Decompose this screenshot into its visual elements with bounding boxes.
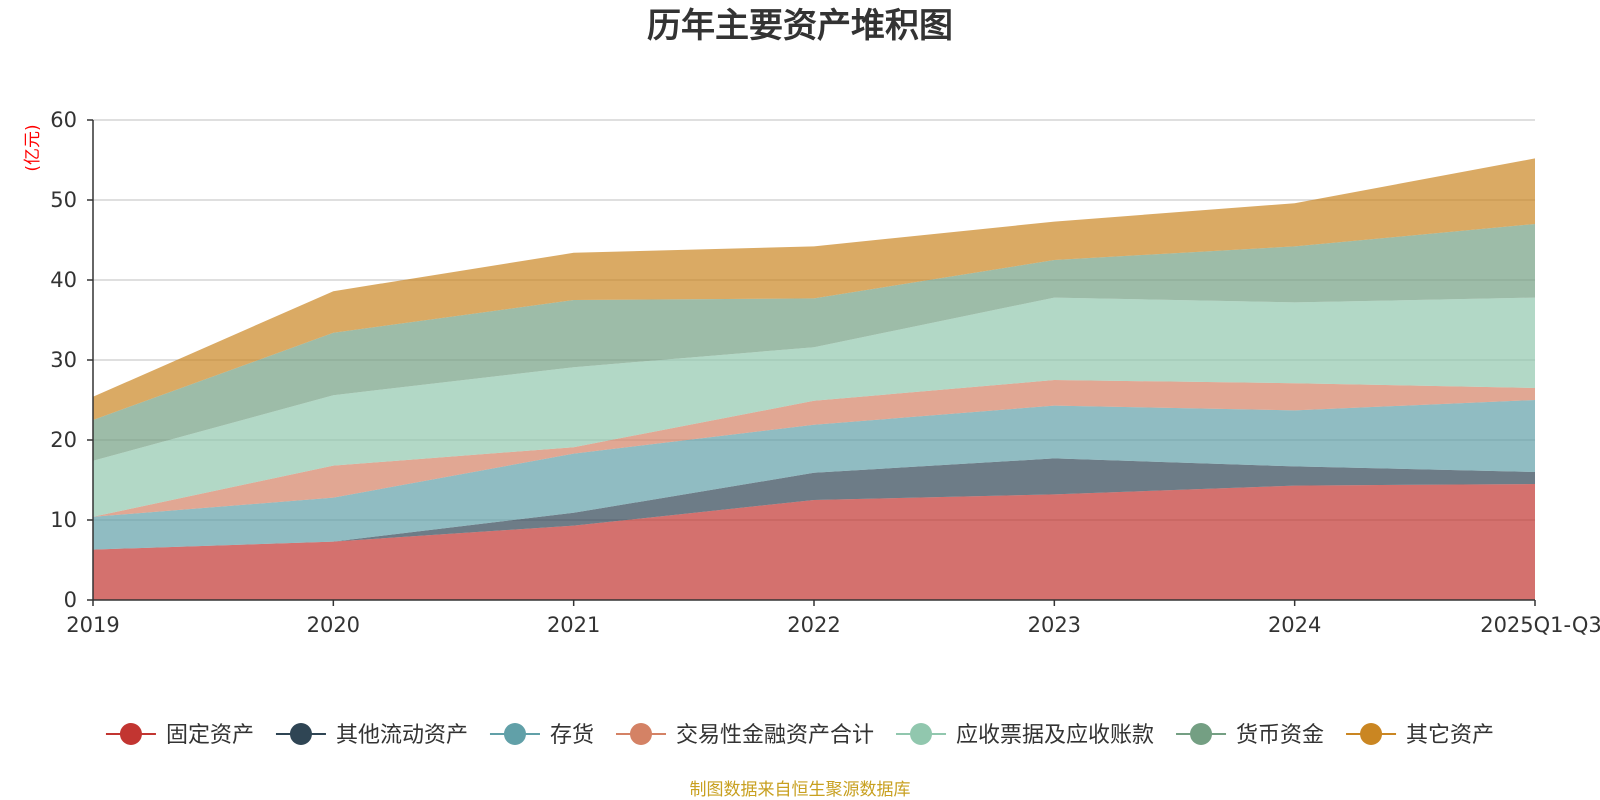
- legend-swatch-marker: [1190, 723, 1213, 745]
- x-tick-label: 2019: [66, 613, 119, 637]
- legend-item-2[interactable]: 其他流动资产: [275, 723, 468, 748]
- y-tick-label: 40: [50, 268, 77, 292]
- axes: 0 10 20 30 40 50 60 2019 2020 2021 2022 2023 2024 202…: [50, 108, 1600, 637]
- y-axis-unit-label: (亿元): [23, 124, 43, 171]
- source-note: 制图数据来自恒生聚源数据库: [690, 780, 911, 800]
- x-tick-label: 2023: [1028, 613, 1081, 637]
- legend-item-5[interactable]: 应收票据及应收账款: [896, 723, 1154, 748]
- legend-label: 其它资产: [1406, 723, 1494, 748]
- area-series-7[interactable]: [93, 158, 1535, 420]
- x-tick-label: 2022: [787, 613, 840, 637]
- area-series-6[interactable]: [93, 224, 1535, 461]
- legend-label: 固定资产: [166, 723, 254, 748]
- y-tick-label: 30: [50, 348, 77, 372]
- area-series: [93, 158, 1535, 600]
- y-tick-label: 10: [50, 508, 77, 532]
- legend-label: 货币资金: [1236, 723, 1324, 748]
- legend-swatch-marker: [289, 723, 312, 745]
- legend-swatch-marker: [503, 723, 526, 745]
- y-tick-label: 20: [50, 428, 77, 452]
- legend-swatch-marker: [629, 723, 652, 745]
- legend-item-6[interactable]: 货币资金: [1176, 723, 1324, 748]
- y-tick-label: 0: [64, 588, 77, 612]
- legend-swatch-marker: [1360, 723, 1383, 745]
- x-tick-label: 2025Q1-Q3: [1480, 613, 1600, 637]
- x-tick-label: 2021: [547, 613, 600, 637]
- area-series-2[interactable]: [93, 458, 1535, 550]
- legend-item-3[interactable]: 存货: [489, 723, 594, 748]
- y-tick-label: 50: [50, 188, 77, 212]
- legend-item-7[interactable]: 其它资产: [1346, 723, 1494, 748]
- legend-swatch-marker: [119, 723, 142, 745]
- legend-item-4[interactable]: 交易性金融资产合计: [615, 723, 874, 748]
- area-series-4[interactable]: [93, 380, 1535, 517]
- legend[interactable]: 固定资产 其他流动资产 存货 交易性金融资产合计 应收票据及应收账款 货币资金 其它资产: [105, 723, 1494, 748]
- y-tick-label: 60: [50, 108, 77, 132]
- area-series-5[interactable]: [93, 297, 1535, 517]
- legend-swatch-marker: [910, 723, 933, 745]
- legend-label: 其他流动资产: [336, 723, 468, 748]
- chart-title: 历年主要资产堆积图: [647, 6, 953, 46]
- area-series-3[interactable]: [93, 400, 1535, 550]
- legend-label: 存货: [550, 723, 594, 748]
- legend-item-1[interactable]: 固定资产: [105, 723, 254, 748]
- legend-label: 交易性金融资产合计: [676, 723, 874, 748]
- x-tick-label: 2024: [1268, 613, 1321, 637]
- area-series-1[interactable]: [93, 484, 1535, 600]
- x-tick-label: 2020: [307, 613, 360, 637]
- legend-label: 应收票据及应收账款: [956, 723, 1154, 748]
